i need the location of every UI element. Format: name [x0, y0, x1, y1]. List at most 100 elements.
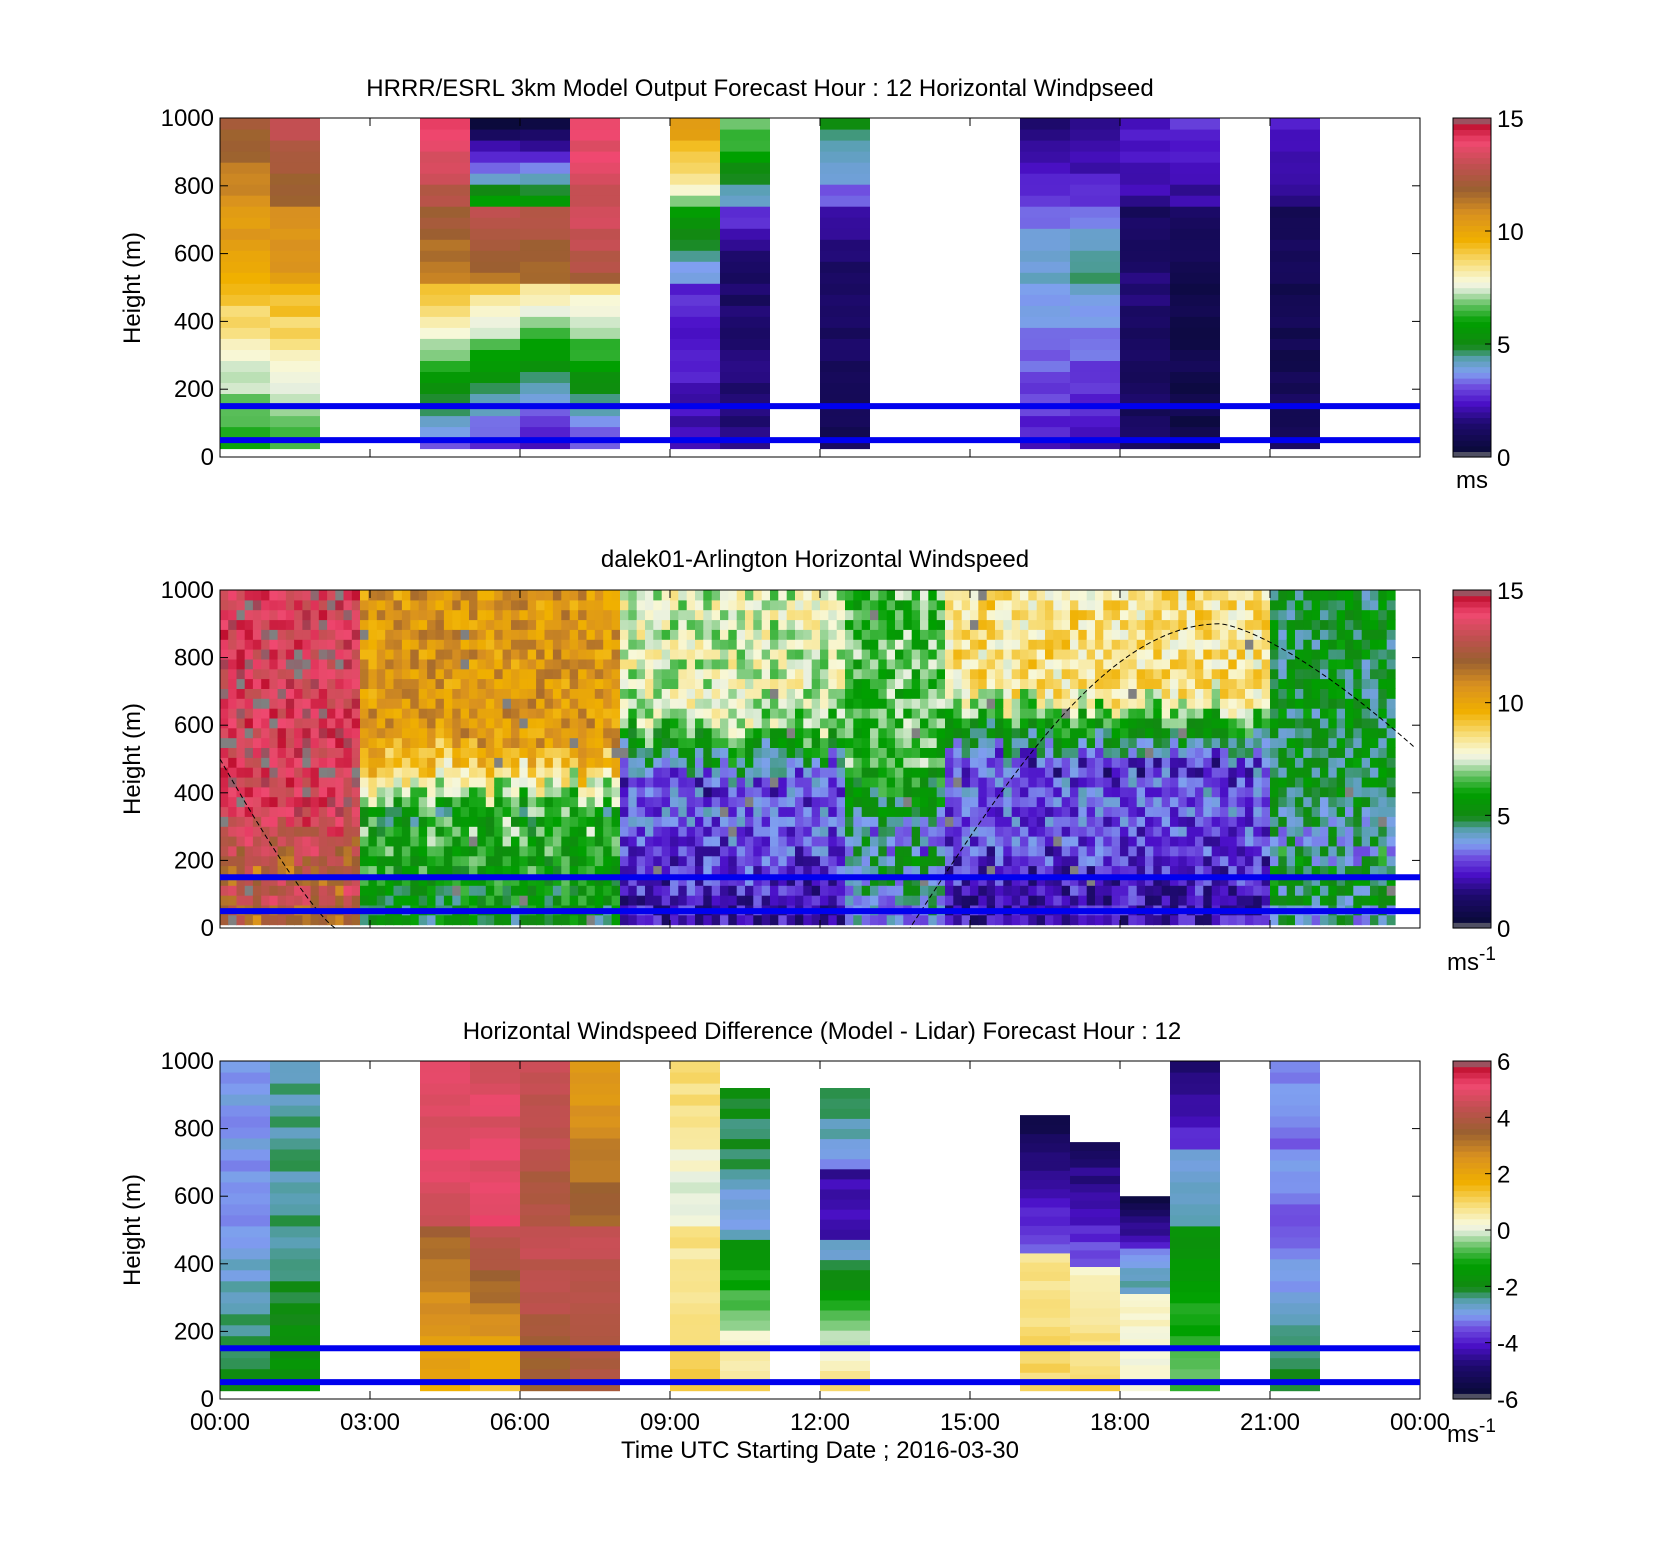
heat-cell	[1203, 875, 1213, 886]
heat-cell	[978, 590, 988, 601]
heat-cell	[569, 845, 579, 857]
heat-cell	[1211, 717, 1221, 729]
heat-cell	[277, 816, 287, 827]
heat-cell	[1203, 786, 1213, 798]
heat-cell	[527, 767, 537, 778]
heat-cell	[828, 875, 838, 886]
heat-cell	[903, 609, 913, 621]
heat-cell	[686, 786, 696, 798]
heat-cell	[745, 865, 754, 876]
heat-cell	[911, 708, 921, 719]
heat-cell	[435, 895, 445, 906]
heat-cell	[953, 826, 963, 837]
heat-cell	[1011, 737, 1021, 748]
colorbar-swatch	[1453, 118, 1491, 125]
heat-cell	[527, 885, 537, 896]
heat-cell	[544, 678, 554, 689]
heat-cell	[1036, 619, 1046, 630]
heat-cell	[853, 786, 863, 798]
heat-cell	[1178, 599, 1188, 611]
heat-cell	[845, 629, 854, 640]
heat-cell	[653, 895, 663, 906]
heat-cell	[1186, 895, 1196, 906]
heat-cell	[393, 806, 403, 817]
heat-cell	[1020, 305, 1070, 317]
heat-cell	[511, 688, 520, 699]
heat-cell	[611, 836, 621, 847]
heat-cell	[670, 415, 720, 428]
heat-cell	[460, 590, 470, 601]
heat-cell	[443, 836, 453, 847]
heat-cell	[670, 619, 679, 630]
heat-cell	[520, 371, 570, 383]
heat-cell	[1170, 806, 1179, 817]
heat-cell	[961, 816, 971, 827]
heat-cell	[520, 239, 570, 251]
heat-cell	[986, 619, 996, 630]
heat-cell	[410, 668, 420, 680]
heat-cell	[970, 708, 979, 719]
heat-cell	[1111, 619, 1121, 630]
heat-cell	[519, 708, 529, 719]
heat-cell	[1261, 806, 1271, 817]
heat-cell	[228, 836, 237, 847]
heat-cell	[928, 914, 938, 926]
heat-cell	[720, 629, 729, 640]
heat-cell	[1120, 698, 1129, 709]
heat-cell	[360, 747, 369, 758]
heat-cell	[795, 806, 804, 817]
heat-cell	[335, 786, 345, 798]
heat-cell	[1053, 629, 1063, 640]
heat-cell	[645, 865, 654, 876]
heat-cell	[945, 747, 954, 758]
heat-cell	[285, 619, 295, 630]
heat-cell	[761, 796, 771, 808]
heat-cell	[953, 885, 963, 896]
heat-cell	[335, 836, 345, 847]
heat-cell	[778, 629, 788, 640]
heat-cell	[653, 885, 663, 896]
heat-cell	[327, 914, 336, 926]
heat-cell	[1053, 619, 1063, 630]
heat-cell	[1286, 609, 1296, 621]
heat-cell	[1303, 914, 1313, 926]
heat-cell	[236, 875, 246, 886]
heat-cell	[1070, 708, 1079, 719]
heat-cell	[845, 737, 854, 748]
heat-cell	[795, 590, 804, 601]
heat-cell	[1220, 855, 1229, 867]
heat-cell	[1120, 599, 1129, 611]
heat-cell	[452, 786, 462, 798]
heat-cell	[1170, 393, 1220, 405]
heat-cell	[1278, 767, 1288, 778]
heat-cell	[1020, 767, 1029, 778]
heat-cell	[720, 151, 770, 163]
heat-cell	[544, 747, 554, 758]
heat-cell	[1145, 767, 1154, 778]
heat-cell	[853, 727, 863, 739]
heat-cell	[1253, 865, 1263, 876]
heat-cell	[1136, 668, 1146, 680]
heat-cell	[261, 767, 270, 778]
heat-cell	[410, 767, 420, 778]
heat-cell	[435, 668, 445, 680]
heat-cell	[628, 708, 638, 719]
y-tick-label: 1000	[161, 105, 214, 132]
heat-cell	[1295, 658, 1304, 670]
heat-cell	[1170, 426, 1220, 439]
heat-cell	[1245, 767, 1254, 778]
heat-cell	[1178, 678, 1188, 689]
heat-cell	[270, 272, 320, 284]
heat-cell	[294, 619, 303, 630]
heat-cell	[920, 599, 929, 611]
heat-cell	[1053, 875, 1063, 886]
heat-cell	[653, 767, 663, 778]
heat-cell	[410, 914, 420, 926]
heat-cell	[594, 639, 604, 650]
heat-cell	[1203, 816, 1213, 827]
heat-cell	[1061, 747, 1071, 758]
heat-cell	[670, 737, 679, 748]
heat-cell	[920, 678, 929, 689]
heat-cell	[1286, 727, 1296, 739]
heat-cell	[561, 777, 571, 788]
